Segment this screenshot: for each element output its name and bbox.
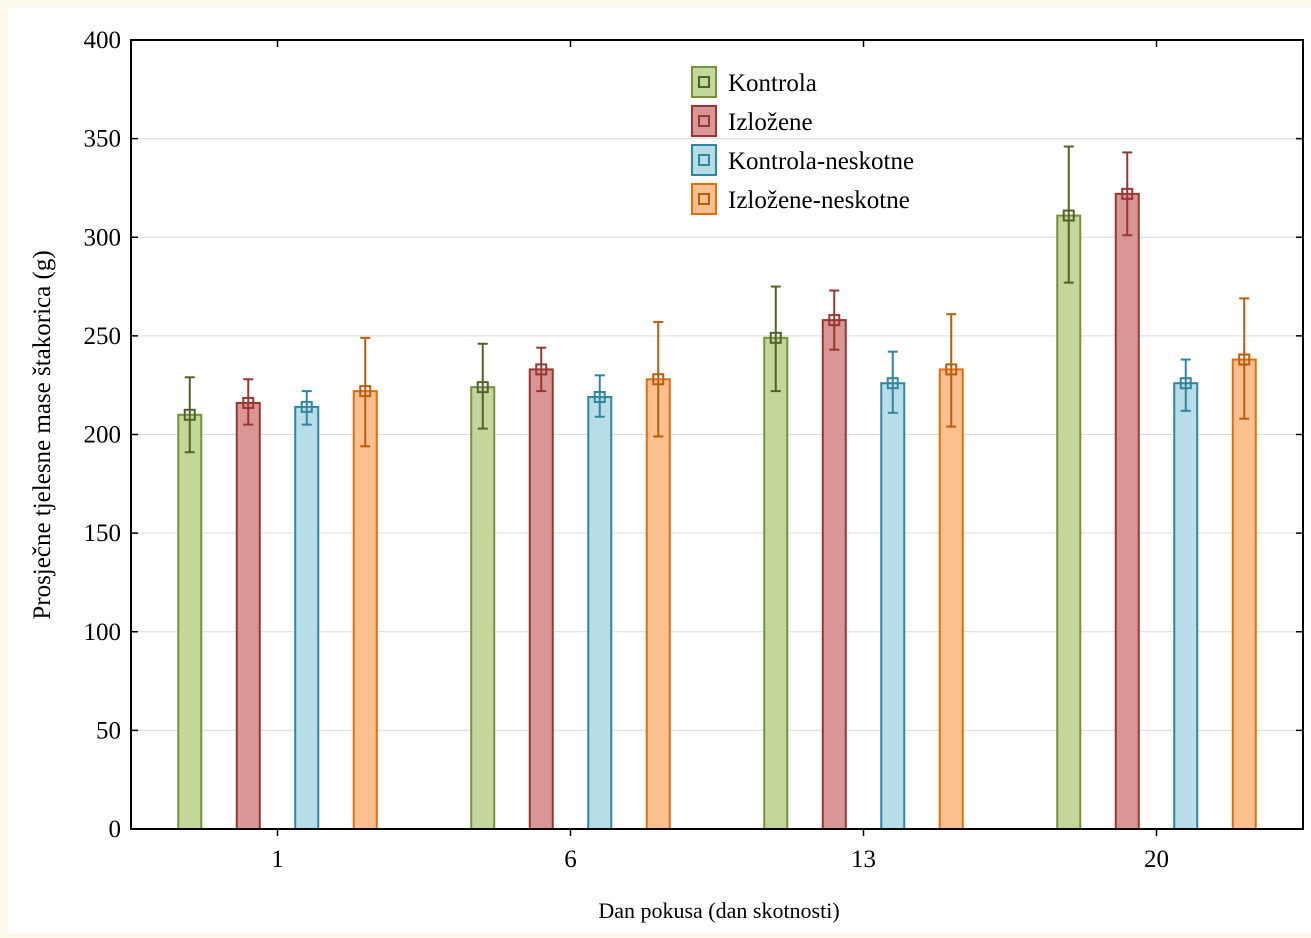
mean-marker [1121,187,1134,200]
legend: Kontrola Izložene Kontrola-neskotne Izložen… [691,66,914,215]
mean-marker [242,396,255,409]
legend-swatch [691,105,717,137]
bar [1173,382,1199,830]
y-tick-label: 250 [84,323,122,350]
bar [1231,358,1257,830]
y-tick-label: 0 [109,816,122,843]
mean-marker [1062,209,1075,222]
y-axis-label: Prosječne tjelesne mase štakorica (g) [29,250,56,619]
x-tick-label: 1 [271,846,284,873]
x-axis-label: Dan pokusa (dan skotnosti) [598,898,839,923]
bar [1114,192,1140,831]
mean-marker [828,314,841,327]
bar [763,336,789,830]
mean-marker [769,331,782,344]
gridlines [131,138,1303,731]
plot-frame [130,39,1304,830]
y-tick-label: 100 [84,619,122,646]
legend-label: Izložene-neskotne [728,187,910,214]
mean-marker [476,381,489,394]
mean-marker [945,363,958,376]
y-tick-label: 200 [84,422,122,449]
bar [880,382,906,830]
legend-label: Izložene [728,109,813,136]
legend-marker [698,76,710,88]
legend-marker [698,115,710,127]
mean-marker [1179,377,1192,390]
mean-marker [886,377,899,390]
bar [528,368,554,830]
bar [352,390,378,830]
bar [645,378,671,830]
x-tick-label: 13 [851,846,876,873]
legend-marker [698,193,710,205]
legend-swatch [691,66,717,98]
bar [294,405,320,830]
legend-swatch [691,144,717,176]
mean-marker [652,373,665,386]
bar [938,368,964,830]
mean-marker [1238,353,1251,366]
mean-marker [183,408,196,421]
legend-label: Kontrola-neskotne [728,148,914,175]
y-tick-label: 50 [96,717,121,744]
y-tick-label: 150 [84,520,122,547]
y-tick-label: 300 [84,224,122,251]
mean-marker [535,363,548,376]
bar [235,401,261,830]
mean-marker [300,400,313,413]
bar [1056,214,1082,831]
x-tick-label: 6 [564,846,577,873]
mean-marker [359,385,372,398]
y-tick-label: 400 [84,27,122,54]
legend-label: Kontrola [728,70,817,97]
mean-marker [593,391,606,404]
bars [177,145,1257,831]
x-tick-label: 20 [1144,846,1169,873]
legend-swatch [691,183,717,215]
legend-marker [698,154,710,166]
bar [821,319,847,830]
bar [177,413,203,830]
bar [587,396,613,830]
bar [470,386,496,830]
axes: 0 50 100 150 200 250 300 350 400 1 6 13 20 [84,27,1304,873]
y-tick-label: 350 [84,126,122,153]
